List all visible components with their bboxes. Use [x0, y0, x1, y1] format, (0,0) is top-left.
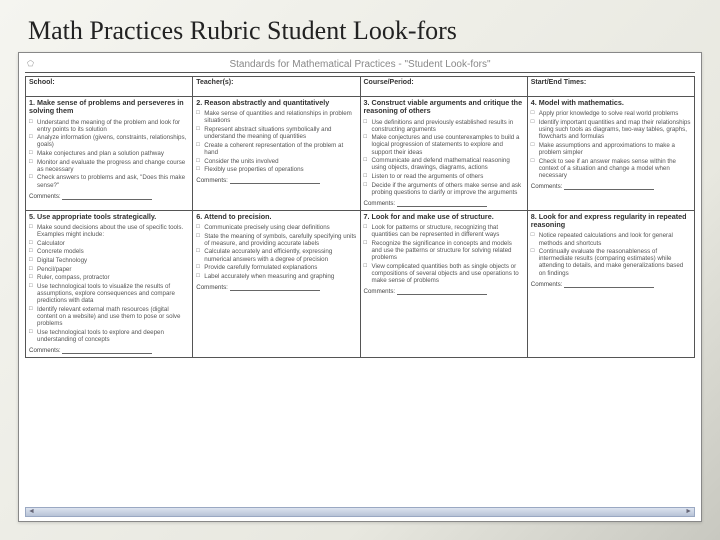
comments: Comments: [531, 183, 691, 190]
practice-title: 6. Attend to precision. [196, 213, 356, 221]
checklist-item: Digital Technology [29, 257, 189, 264]
checklist-item: Make conjectures and plan a solution pat… [29, 150, 189, 157]
checklist-item: Use technological tools to explore and d… [29, 329, 189, 343]
comments: Comments: [531, 281, 691, 288]
checklist-item: Calculate accurately and efficiently, ex… [196, 248, 356, 262]
checklist-item: Check answers to problems and ask, "Does… [29, 174, 189, 188]
document-title: Standards for Mathematical Practices - "… [25, 59, 695, 73]
checklist-item: Use technological tools to visualize the… [29, 283, 189, 304]
comments: Comments: [196, 284, 356, 291]
checklist-item: Label accurately when measuring and grap… [196, 273, 356, 280]
checklist-item: Apply prior knowledge to solve real worl… [531, 110, 691, 117]
practices-row-1: 1. Make sense of problems and perseveres… [26, 97, 695, 211]
comments: Comments: [364, 200, 524, 207]
practice-cell-5: 5. Use appropriate tools strategically. … [26, 210, 193, 357]
checklist-item: Concrete models [29, 248, 189, 255]
practice-cell-7: 7. Look for and make use of structure. L… [360, 210, 527, 357]
practice-items: Apply prior knowledge to solve real worl… [531, 110, 691, 179]
checklist-item: Identify important quantities and map th… [531, 119, 691, 140]
checklist-item: Listen to or read the arguments of other… [364, 173, 524, 180]
comments: Comments: [29, 347, 189, 354]
comments: Comments: [196, 177, 356, 184]
checklist-item: View complicated quantities both as sing… [364, 263, 524, 284]
practice-cell-8: 8. Look for and express regularity in re… [527, 210, 694, 357]
header-school: School: [26, 77, 193, 97]
checklist-item: Monitor and evaluate the progress and ch… [29, 159, 189, 173]
scroll-right-icon[interactable]: ► [683, 508, 694, 516]
practice-cell-6: 6. Attend to precision. Communicate prec… [193, 210, 360, 357]
checklist-item: Analyze information (givens, constraints… [29, 134, 189, 148]
checklist-item: Make assumptions and approximations to m… [531, 142, 691, 156]
checklist-item: Pencil/paper [29, 266, 189, 273]
header-times: Start/End Times: [527, 77, 694, 97]
practice-cell-3: 3. Construct viable arguments and critiq… [360, 97, 527, 211]
checklist-item: Ruler, compass, protractor [29, 274, 189, 281]
checklist-item: Make conjectures and use counterexamples… [364, 134, 524, 155]
document-preview: ⬠ Standards for Mathematical Practices -… [18, 52, 702, 522]
checklist-item: State the meaning of symbols, carefully … [196, 233, 356, 247]
practice-items: Communicate precisely using clear defini… [196, 224, 356, 280]
practice-title: 5. Use appropriate tools strategically. [29, 213, 189, 221]
practice-cell-2: 2. Reason abstractly and quantitatively … [193, 97, 360, 211]
practice-items: Notice repeated calculations and look fo… [531, 232, 691, 276]
practice-items: Make sound decisions about the use of sp… [29, 224, 189, 343]
checklist-item: Recognize the significance in concepts a… [364, 240, 524, 261]
checklist-item: Create a coherent representation of the … [196, 142, 356, 156]
practice-cell-1: 1. Make sense of problems and perseveres… [26, 97, 193, 211]
header-course: Course/Period: [360, 77, 527, 97]
checklist-item: Calculator [29, 240, 189, 247]
practice-items: Understand the meaning of the problem an… [29, 119, 189, 189]
checklist-item: Make sense of quantities and relationshi… [196, 110, 356, 124]
practices-row-2: 5. Use appropriate tools strategically. … [26, 210, 695, 357]
checklist-item: Use definitions and previously establish… [364, 119, 524, 133]
practice-title: 1. Make sense of problems and perseveres… [29, 99, 189, 116]
slide-container: Math Practices Rubric Student Look-fors … [0, 0, 720, 540]
slide-title: Math Practices Rubric Student Look-fors [28, 16, 702, 46]
checklist-item: Provide carefully formulated explanation… [196, 264, 356, 271]
practice-title: 8. Look for and express regularity in re… [531, 213, 691, 230]
practice-items: Look for patterns or structure, recogniz… [364, 224, 524, 284]
checklist-item: Look for patterns or structure, recogniz… [364, 224, 524, 238]
checklist-item: Flexibly use properties of operations [196, 166, 356, 173]
scroll-bar[interactable]: ◄ ► [25, 507, 695, 517]
checklist-item: Understand the meaning of the problem an… [29, 119, 189, 133]
document-inner: Standards for Mathematical Practices - "… [25, 57, 695, 511]
practice-title: 2. Reason abstractly and quantitatively [196, 99, 356, 107]
checklist-item: Communicate and defend mathematical reas… [364, 157, 524, 171]
practice-items: Use definitions and previously establish… [364, 119, 524, 196]
checklist-item: Decide if the arguments of others make s… [364, 182, 524, 196]
header-row: School: Teacher(s): Course/Period: Start… [26, 77, 695, 97]
practice-title: 3. Construct viable arguments and critiq… [364, 99, 524, 116]
practice-title: 4. Model with mathematics. [531, 99, 691, 107]
checklist-item: Consider the units involved [196, 158, 356, 165]
practice-cell-4: 4. Model with mathematics. Apply prior k… [527, 97, 694, 211]
checklist-item: Make sound decisions about the use of sp… [29, 224, 189, 238]
comments: Comments: [29, 193, 189, 200]
practice-title: 7. Look for and make use of structure. [364, 213, 524, 221]
header-teacher: Teacher(s): [193, 77, 360, 97]
checklist-item: Notice repeated calculations and look fo… [531, 232, 691, 246]
checklist-item: Represent abstract situations symbolical… [196, 126, 356, 140]
rubric-table: School: Teacher(s): Course/Period: Start… [25, 76, 695, 358]
checklist-item: Continually evaluate the reasonableness … [531, 248, 691, 277]
practice-items: Make sense of quantities and relationshi… [196, 110, 356, 173]
scroll-left-icon[interactable]: ◄ [26, 508, 37, 516]
comments: Comments: [364, 288, 524, 295]
checklist-item: Check to see if an answer makes sense wi… [531, 158, 691, 179]
checklist-item: Identify relevant external math resource… [29, 306, 189, 327]
checklist-item: Communicate precisely using clear defini… [196, 224, 356, 231]
